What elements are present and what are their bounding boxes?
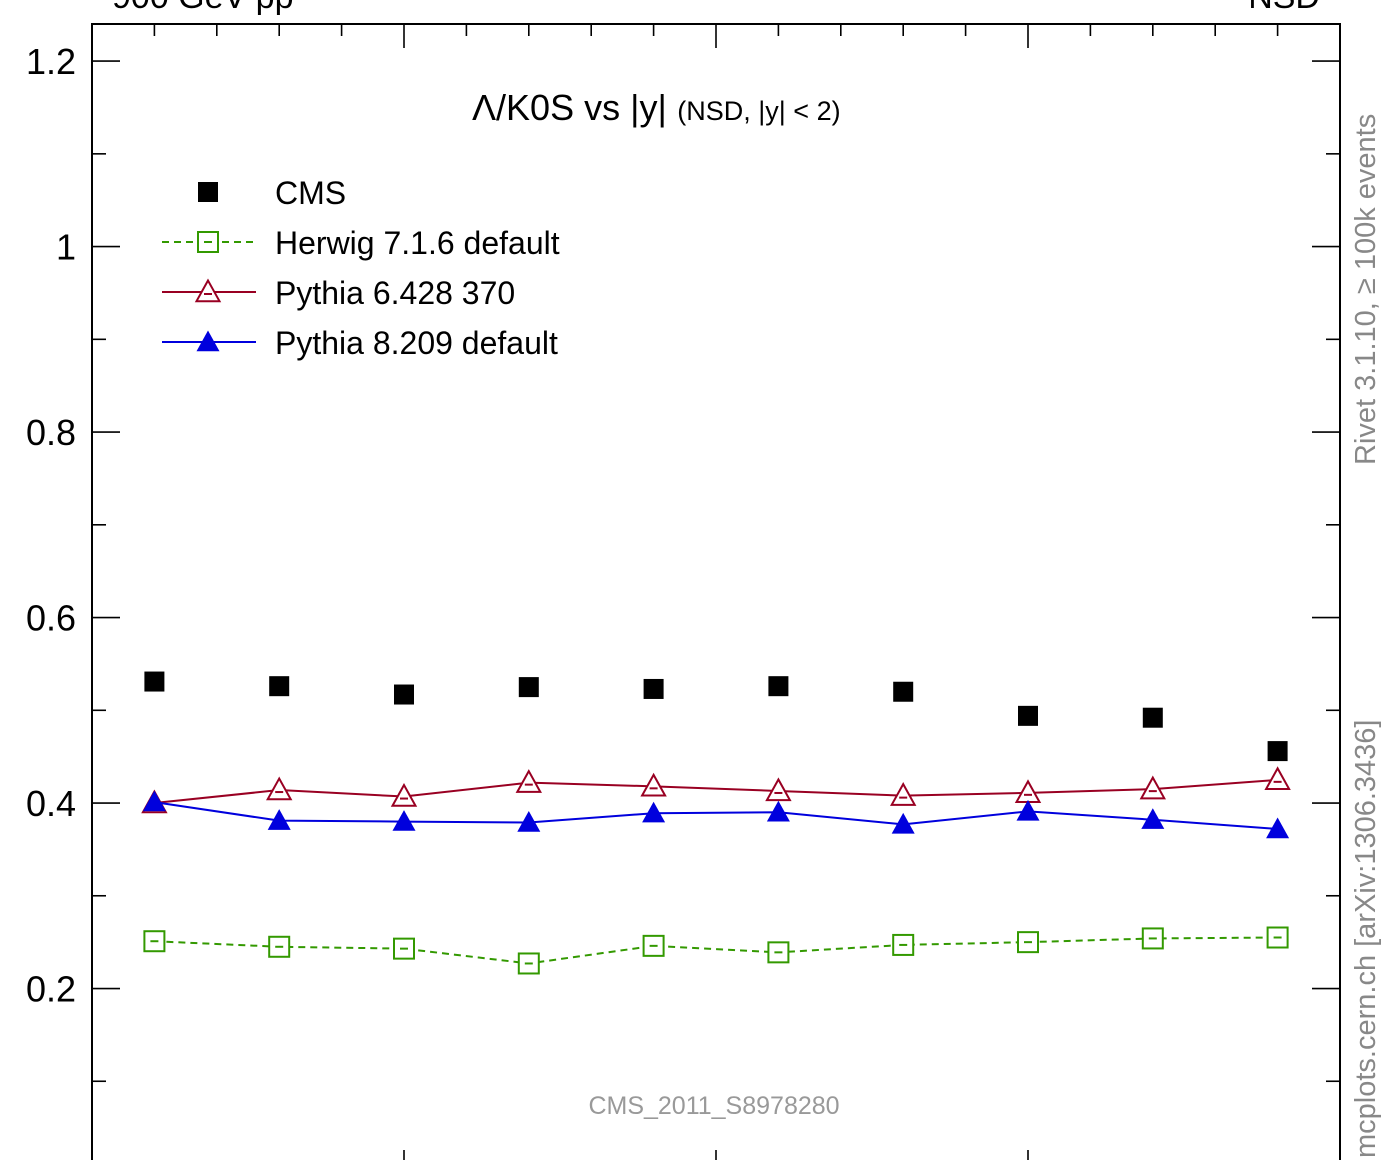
data-point bbox=[765, 777, 792, 802]
data-point bbox=[1267, 741, 1288, 762]
rivet-side-label: Rivet 3.1.10, ≥ 100k events bbox=[1350, 114, 1382, 465]
marker-triangle bbox=[390, 782, 418, 807]
data-point bbox=[643, 678, 664, 699]
data-point bbox=[640, 772, 667, 797]
data-point bbox=[1139, 775, 1166, 800]
data-point bbox=[892, 933, 915, 956]
data-point bbox=[518, 677, 539, 698]
marker-triangle bbox=[1139, 775, 1166, 800]
data-point bbox=[390, 782, 418, 807]
data-point bbox=[197, 231, 219, 253]
marker-triangle bbox=[640, 772, 667, 797]
series-line bbox=[154, 936, 1278, 965]
data-point bbox=[194, 278, 222, 303]
y-tick-labels: 0.2 0.4 0.6 0.8 1 1.2 bbox=[26, 41, 76, 1009]
data-point bbox=[767, 941, 790, 964]
legend-item: CMS bbox=[198, 175, 346, 211]
series-layer bbox=[141, 671, 1291, 975]
data-point bbox=[269, 676, 290, 697]
series-herwig-7-1-6-default bbox=[143, 926, 1289, 975]
data-point bbox=[143, 930, 166, 953]
axis-ticks bbox=[92, 24, 1340, 1160]
series-pythia-8-209-default bbox=[142, 790, 1290, 839]
data-point bbox=[198, 182, 218, 202]
legend-label: Pythia 8.209 default bbox=[275, 325, 558, 361]
mcplots-side-label: mcplots.cern.ch [arXiv:1306.3436] bbox=[1350, 720, 1382, 1158]
data-point bbox=[517, 952, 540, 975]
series-line bbox=[154, 801, 1278, 830]
data-point bbox=[394, 684, 414, 705]
chart-title-sub: (NSD, |y| < 2) bbox=[677, 96, 840, 126]
marker-triangle bbox=[1264, 766, 1291, 791]
legend-item: Pythia 8.209 default bbox=[162, 325, 558, 361]
marker-triangle bbox=[515, 769, 542, 793]
y-tick-label: 0.4 bbox=[26, 783, 76, 824]
legend-label: Herwig 7.1.6 default bbox=[275, 225, 560, 261]
data-point bbox=[1142, 707, 1163, 728]
process-label: NSD bbox=[1248, 0, 1320, 16]
data-point bbox=[891, 812, 915, 834]
y-tick-label: 0.2 bbox=[26, 969, 76, 1010]
data-point bbox=[642, 934, 665, 957]
series-pythia-6-428-370 bbox=[141, 766, 1291, 814]
y-tick-label: 0.8 bbox=[26, 412, 76, 453]
data-point bbox=[267, 809, 291, 830]
legend-item: Herwig 7.1.6 default bbox=[162, 225, 560, 261]
legend-label: Pythia 6.428 370 bbox=[275, 275, 515, 311]
legend-item: Pythia 6.428 370 bbox=[162, 275, 515, 311]
data-point bbox=[1266, 817, 1290, 839]
data-point bbox=[1266, 926, 1289, 949]
data-point bbox=[517, 811, 541, 832]
series-line bbox=[154, 778, 1278, 805]
data-point bbox=[893, 681, 914, 702]
chart-title: Λ/K0S vs |y| (NSD, |y| < 2) bbox=[472, 87, 841, 128]
data-point bbox=[642, 801, 666, 823]
y-tick-label: 1 bbox=[56, 227, 76, 268]
marker-triangle bbox=[266, 776, 293, 801]
data-point bbox=[266, 776, 293, 801]
data-point bbox=[142, 790, 166, 812]
data-point bbox=[766, 800, 790, 822]
data-point bbox=[196, 330, 220, 352]
marker-triangle bbox=[765, 777, 792, 802]
legend-label: CMS bbox=[275, 175, 346, 211]
data-point bbox=[1016, 799, 1040, 821]
analysis-watermark: CMS_2011_S8978280 bbox=[588, 1092, 839, 1120]
y-tick-label: 1.2 bbox=[26, 41, 76, 82]
y-tick-label: 0.6 bbox=[26, 598, 76, 639]
chart-title-main: Λ/K0S vs |y| bbox=[472, 87, 667, 128]
data-point bbox=[144, 671, 165, 692]
data-point bbox=[393, 937, 415, 960]
data-point bbox=[268, 935, 291, 958]
data-point bbox=[768, 676, 789, 697]
legend: CMS Herwig 7.1.6 default Pythia 6.428 370 P… bbox=[162, 175, 560, 361]
data-point bbox=[515, 769, 542, 793]
marker-triangle bbox=[890, 782, 917, 806]
energy-label: 900 GeV pp bbox=[112, 0, 293, 16]
data-point bbox=[1017, 931, 1039, 954]
data-point bbox=[392, 810, 416, 831]
data-point bbox=[1141, 808, 1165, 829]
series-cms bbox=[144, 671, 1288, 762]
data-point bbox=[1141, 927, 1164, 950]
data-point bbox=[890, 782, 917, 806]
data-point bbox=[1264, 766, 1291, 791]
marker-triangle bbox=[194, 278, 222, 303]
data-point bbox=[1018, 705, 1038, 726]
